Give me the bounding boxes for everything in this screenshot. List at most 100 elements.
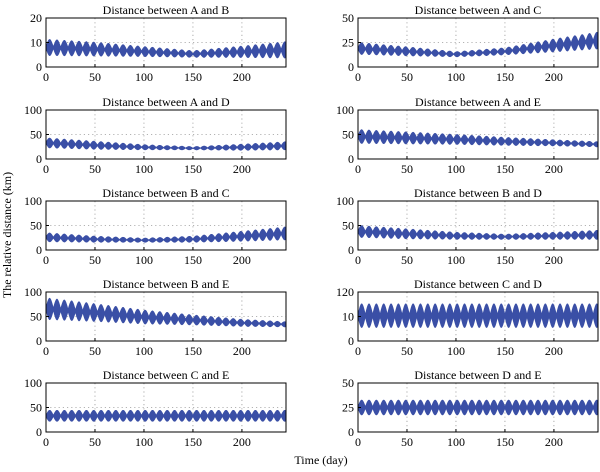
y-tick-label: 0: [348, 334, 354, 348]
y-tick-label: 0: [348, 152, 354, 166]
y-tick-label: 0: [36, 334, 42, 348]
y-tick-label: 50: [30, 401, 42, 415]
y-tick-label: 100: [24, 376, 42, 390]
y-tick-label: 20: [30, 11, 42, 25]
series-band: [46, 39, 286, 59]
x-tick-label: 100: [135, 253, 153, 267]
x-tick-label: 0: [43, 253, 49, 267]
x-tick-label: 0: [43, 70, 49, 84]
x-tick-label: 50: [89, 253, 101, 267]
y-tick-label: 10: [30, 36, 42, 50]
y-tick-label: 50: [342, 128, 354, 142]
x-tick-label: 200: [233, 70, 251, 84]
x-tick-label: 200: [233, 344, 251, 358]
chart-title: Distance between A and C: [415, 3, 542, 17]
chart-title: Distance between D and E: [414, 368, 541, 382]
x-tick-label: 200: [545, 435, 563, 449]
x-tick-label: 150: [184, 70, 202, 84]
x-tick-label: 100: [135, 162, 153, 176]
x-tick-label: 100: [447, 253, 465, 267]
x-tick-label: 200: [233, 253, 251, 267]
x-tick-label: 100: [135, 70, 153, 84]
x-tick-label: 100: [135, 435, 153, 449]
chart-title: Distance between C and E: [103, 368, 230, 382]
y-tick-label: 10: [342, 310, 354, 324]
chart-title: Distance between A and B: [103, 3, 230, 17]
x-tick-label: 200: [233, 162, 251, 176]
x-tick-label: 0: [355, 162, 361, 176]
y-tick-label: 50: [342, 11, 354, 25]
y-tick-label: 0: [36, 243, 42, 257]
x-tick-label: 150: [496, 253, 514, 267]
x-tick-label: 100: [447, 162, 465, 176]
y-tick-label: 100: [24, 194, 42, 208]
x-tick-label: 50: [89, 162, 101, 176]
x-tick-label: 0: [355, 344, 361, 358]
x-tick-label: 150: [184, 162, 202, 176]
y-tick-label: 120: [336, 285, 354, 299]
series-band: [46, 409, 286, 422]
y-tick-label: 0: [348, 243, 354, 257]
y-tick-label: 50: [342, 219, 354, 233]
x-tick-label: 0: [355, 253, 361, 267]
x-tick-label: 50: [89, 435, 101, 449]
x-tick-label: 200: [545, 70, 563, 84]
x-tick-label: 150: [184, 253, 202, 267]
chart-panel: Distance between A and B 0 50 100 150 200 0 10 2…: [30, 3, 287, 84]
y-tick-label: 25: [342, 36, 354, 50]
x-tick-label: 150: [496, 70, 514, 84]
panel-grid: Distance between A and B0 50 100 150 2000102…: [24, 3, 599, 449]
x-tick-label: 0: [43, 435, 49, 449]
y-tick-label: 0: [36, 152, 42, 166]
chart-panel: Distance between B and C 0 50 100 150 200 0 50 1…: [24, 186, 287, 267]
chart-title: Distance between C and D: [414, 277, 542, 291]
chart-panel: Distance between A and C 0 50 100 150 200 0 25 5…: [342, 3, 599, 84]
y-tick-label: 50: [30, 310, 42, 324]
y-axis-label: The relative distance (km): [0, 172, 14, 298]
chart-title: Distance between A and E: [415, 95, 541, 109]
x-tick-label: 0: [355, 435, 361, 449]
x-tick-label: 100: [447, 344, 465, 358]
chart-title: Distance between B and E: [103, 277, 230, 291]
x-tick-label: 150: [496, 435, 514, 449]
axes-frame: [45, 200, 287, 251]
y-tick-label: 50: [30, 219, 42, 233]
series-band: [358, 399, 598, 416]
chart-title: Distance between A and D: [102, 95, 230, 109]
y-tick-label: 0: [348, 425, 354, 439]
chart-title: Distance between B and D: [414, 186, 542, 200]
y-tick-label: 100: [24, 103, 42, 117]
chart-panel: Distance between B and E 0 50 100 150 200 0 50 1…: [24, 277, 287, 358]
x-tick-label: 0: [355, 70, 361, 84]
series-band: [358, 303, 598, 328]
x-tick-label: 100: [447, 435, 465, 449]
series-band: [358, 31, 598, 58]
axes-frame: [357, 200, 599, 251]
chart-panel: Distance between A and E 0 50 100 150 200 0 50 1…: [336, 95, 599, 176]
x-tick-label: 50: [89, 344, 101, 358]
x-tick-label: 50: [401, 162, 413, 176]
x-tick-label: 50: [401, 435, 413, 449]
axes-frame: [45, 109, 287, 160]
chart-title: Distance between B and C: [102, 186, 229, 200]
series-band: [46, 137, 286, 151]
axes-frame: [45, 17, 287, 68]
x-tick-label: 150: [184, 435, 202, 449]
x-tick-label: 150: [496, 344, 514, 358]
y-tick-label: 50: [342, 376, 354, 390]
x-tick-label: 150: [496, 162, 514, 176]
y-tick-label: 100: [336, 103, 354, 117]
series-band: [46, 226, 286, 243]
x-tick-label: 200: [545, 344, 563, 358]
chart-panel: Distance between C and D 0 50 100 150 200 0 10 1…: [336, 277, 599, 358]
y-tick-label: 0: [36, 60, 42, 74]
x-tick-label: 0: [43, 344, 49, 358]
y-tick-label: 100: [24, 285, 42, 299]
series-band: [46, 297, 286, 328]
y-tick-label: 25: [342, 401, 354, 415]
x-tick-label: 100: [447, 70, 465, 84]
x-tick-label: 150: [184, 344, 202, 358]
x-tick-label: 100: [135, 344, 153, 358]
y-tick-label: 100: [336, 194, 354, 208]
